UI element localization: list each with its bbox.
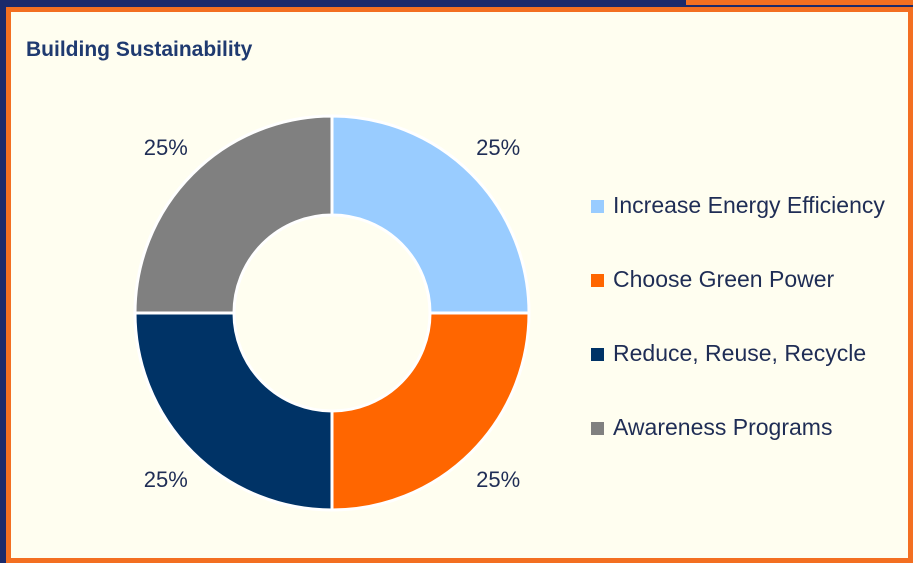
legend-label-energy-efficiency: Increase Energy Efficiency: [613, 192, 885, 218]
legend-item-awareness-programs: Awareness Programs: [591, 412, 891, 486]
donut-slice-reduce-reuse-recycle: [133, 311, 334, 512]
legend-label-green-power: Choose Green Power: [613, 266, 835, 292]
legend-swatch-reduce-reuse-recycle: [591, 348, 604, 361]
legend-swatch-green-power: [591, 274, 604, 287]
donut-slice-energy-efficiency: [330, 114, 531, 315]
legend-item-green-power: Choose Green Power: [591, 264, 891, 338]
legend-item-reduce-reuse-recycle: Reduce, Reuse, Recycle: [591, 338, 891, 412]
donut-slice-green-power: [330, 311, 531, 512]
chart-legend: Increase Energy Efficiency Choose Green …: [591, 190, 891, 486]
legend-swatch-awareness-programs: [591, 422, 604, 435]
chart-frame: Building Sustainability 25% 25% 25% 25% Inc…: [6, 7, 913, 563]
data-label-reduce-reuse-recycle: 25%: [144, 467, 188, 492]
chart-title: Building Sustainability: [26, 38, 253, 61]
data-label-energy-efficiency: 25%: [476, 135, 520, 160]
donut-chart: 25% 25% 25% 25%: [133, 114, 531, 512]
legend-label-awareness-programs: Awareness Programs: [613, 414, 833, 440]
legend-swatch-energy-efficiency: [591, 200, 604, 213]
data-label-green-power: 25%: [476, 467, 520, 492]
top-bar-accent: [686, 0, 913, 5]
data-label-awareness-programs: 25%: [144, 135, 188, 160]
donut-slice-awareness-programs: [133, 114, 334, 315]
legend-item-energy-efficiency: Increase Energy Efficiency: [591, 190, 891, 264]
legend-label-reduce-reuse-recycle: Reduce, Reuse, Recycle: [613, 340, 867, 366]
